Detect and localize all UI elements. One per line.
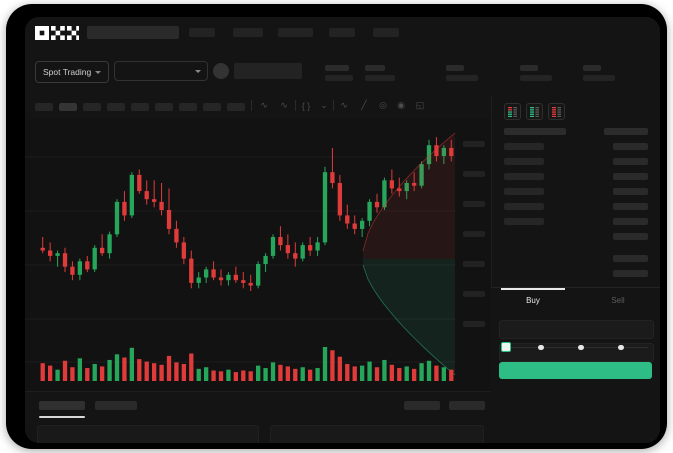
search-input[interactable]: [87, 26, 179, 39]
chevron-down-icon: [95, 70, 102, 74]
pair-name-label: [234, 63, 302, 79]
chevron-down-icon: [195, 69, 201, 73]
spot-trading-label: Spot Trading: [43, 67, 92, 77]
orderbook-ask-row[interactable]: [504, 188, 544, 195]
dropdown-icon[interactable]: ⌄: [320, 100, 328, 110]
slider-step-25[interactable]: [538, 344, 544, 350]
buy-sell-tabs: Buy Sell: [491, 287, 660, 314]
price-field[interactable]: [499, 320, 654, 339]
orderbook-amount: [613, 143, 648, 150]
orderbook-amount: [613, 188, 648, 195]
tf-30m[interactable]: [107, 103, 125, 111]
place-buy-order-button[interactable]: [499, 362, 652, 379]
bottom-card-right[interactable]: [270, 425, 484, 443]
slider-step-50[interactable]: [578, 344, 584, 350]
settings-icon[interactable]: ◉: [397, 100, 405, 110]
tf-5m[interactable]: [59, 103, 77, 111]
candlestick-series: [40, 137, 454, 291]
depth-overlay: [362, 132, 456, 376]
chart-type-icon[interactable]: ∿: [280, 100, 288, 110]
tf-4h[interactable]: [155, 103, 173, 111]
stat-24h-high: [446, 65, 478, 81]
bottom-action-1[interactable]: [404, 401, 440, 410]
orderbook-mode-asks[interactable]: [548, 103, 565, 120]
tf-1m[interactable]: [35, 103, 53, 111]
nav-item-2[interactable]: [233, 28, 263, 37]
camera-icon[interactable]: ◎: [379, 100, 387, 110]
okx-logo[interactable]: [35, 26, 79, 40]
nav-item-1[interactable]: [189, 28, 215, 37]
tab-order-history[interactable]: [95, 401, 137, 410]
line-tool-icon[interactable]: ∿: [340, 100, 348, 110]
orderbook-mode-both[interactable]: [504, 103, 521, 120]
nav-item-5[interactable]: [373, 28, 399, 37]
orderbook-amount: [613, 218, 648, 225]
amount-field[interactable]: [499, 343, 654, 362]
tf-1d[interactable]: [179, 103, 197, 111]
price-chart[interactable]: [25, 119, 491, 391]
tab-buy[interactable]: Buy: [526, 296, 540, 305]
indicators-icon[interactable]: ∿: [260, 100, 268, 110]
buy-tab-underline: [501, 288, 565, 290]
trade-panel: Buy Sell: [491, 287, 660, 443]
compare-icon[interactable]: { }: [301, 100, 311, 111]
stat-24h-change: [365, 65, 395, 81]
bottom-card-left[interactable]: [37, 425, 259, 443]
tab-open-orders[interactable]: [39, 401, 85, 410]
slider-handle[interactable]: [501, 342, 511, 352]
tf-1mo[interactable]: [227, 103, 245, 111]
nav-item-3[interactable]: [278, 28, 313, 37]
tab-sell[interactable]: Sell: [611, 296, 625, 305]
fullscreen-icon[interactable]: ◱: [415, 100, 425, 110]
spot-trading-dropdown[interactable]: Spot Trading: [35, 61, 110, 83]
orderbook-amount: [613, 233, 648, 240]
tf-15m[interactable]: [83, 103, 101, 111]
top-navigation-bar: [25, 17, 660, 47]
orderbook-ask-row[interactable]: [504, 143, 544, 150]
orderbook-mode-group: [504, 103, 565, 120]
orderbook-ask-row[interactable]: [504, 158, 544, 165]
device-frame: Spot Trading: [6, 4, 667, 449]
price-scale: [455, 119, 491, 391]
orderbook-amount: [613, 255, 648, 262]
stat-24h-volume: [583, 65, 615, 81]
orderbook-header-price: [504, 128, 566, 135]
orderbook-mode-bids[interactable]: [526, 103, 543, 120]
volume-histogram: [40, 347, 454, 381]
slider-step-75[interactable]: [618, 344, 624, 350]
ticker-bar: Spot Trading: [25, 47, 660, 96]
trading-pair-select[interactable]: [114, 61, 208, 81]
orderbook-amount: [613, 158, 648, 165]
bottom-action-2[interactable]: [449, 401, 485, 410]
amount-percent-slider[interactable]: [503, 347, 648, 348]
orderbook-ask-row[interactable]: [504, 218, 544, 225]
active-tab-underline: [39, 416, 85, 418]
orderbook-ask-row[interactable]: [504, 203, 544, 210]
orderbook-amount: [613, 270, 648, 277]
tf-1w[interactable]: [203, 103, 221, 111]
orderbook-ask-row[interactable]: [504, 173, 544, 180]
orderbook-amount: [613, 173, 648, 180]
pair-avatar: [213, 63, 229, 79]
ruler-icon[interactable]: ╱: [361, 100, 367, 110]
tf-1h[interactable]: [131, 103, 149, 111]
orderbook-amount: [613, 203, 648, 210]
stat-last-price: [325, 65, 353, 81]
orderbook-header-amount: [604, 128, 648, 135]
orders-panel: [25, 391, 491, 443]
stat-24h-low: [520, 65, 552, 81]
device-screen: Spot Trading: [25, 17, 660, 443]
chart-gridlines: [25, 156, 455, 363]
nav-item-4[interactable]: [329, 28, 355, 37]
